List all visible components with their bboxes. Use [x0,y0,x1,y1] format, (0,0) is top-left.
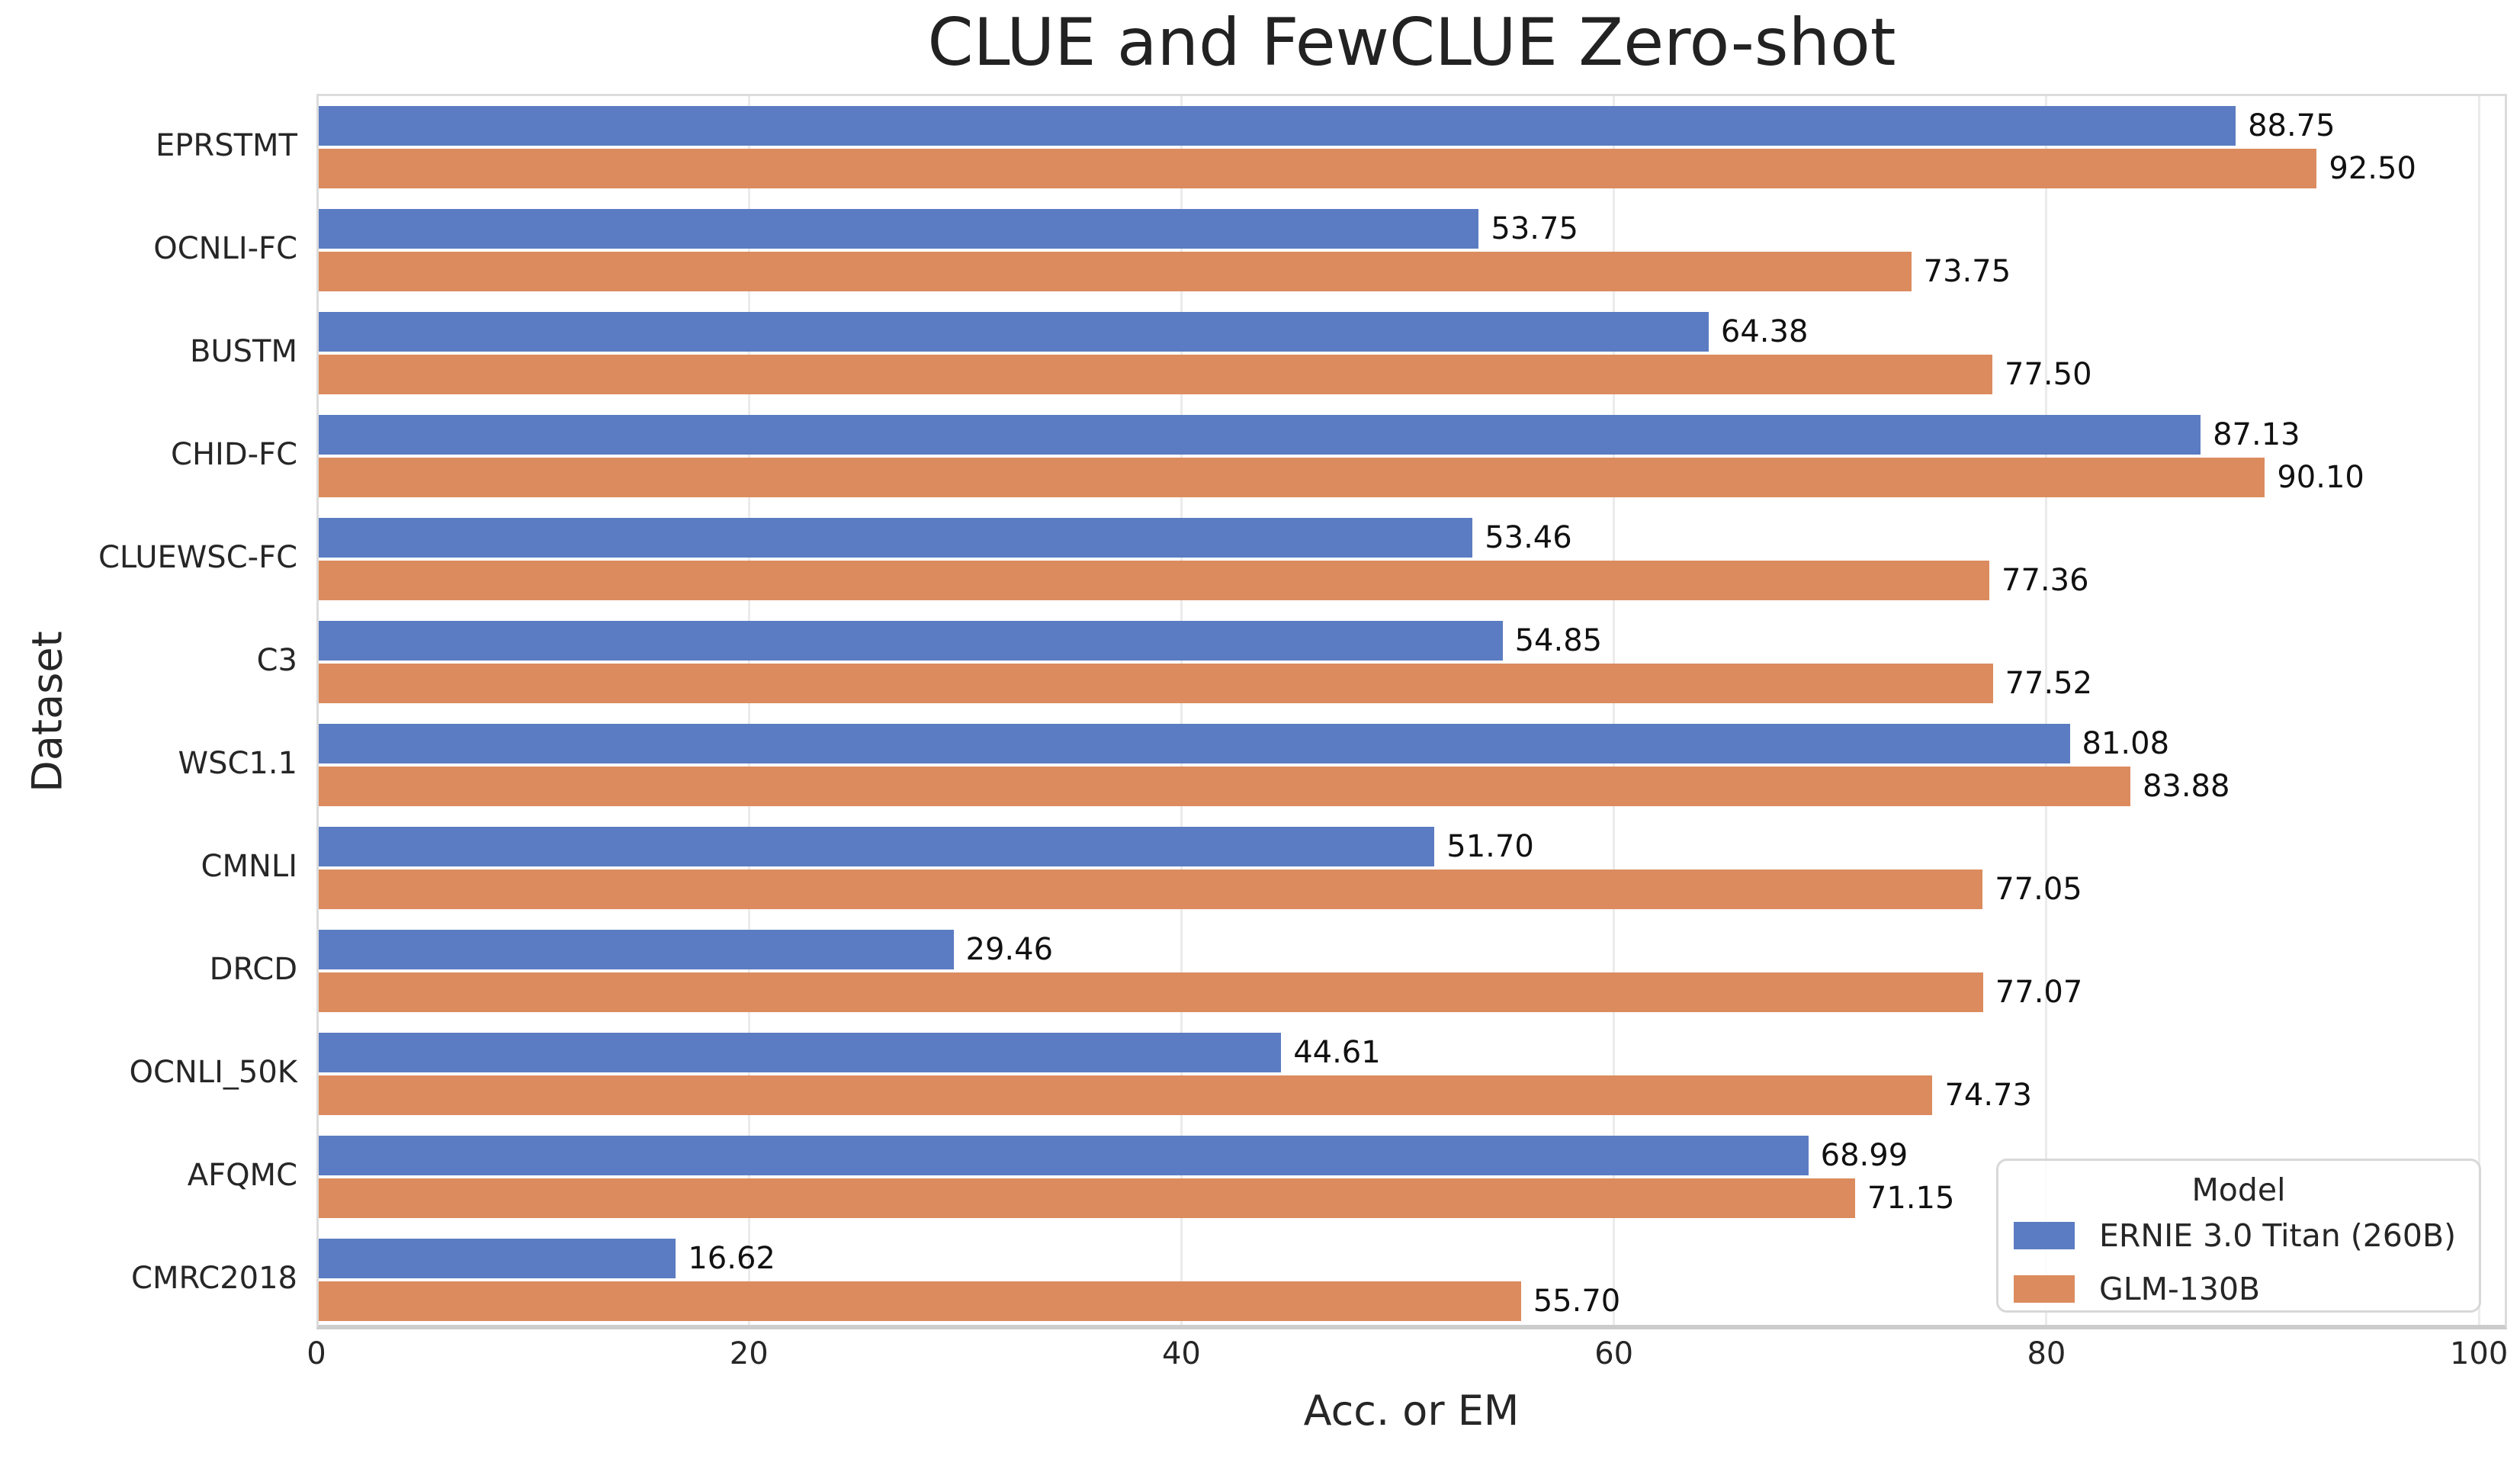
x-tick-label-20: 20 [729,1336,769,1371]
bar-eprstmt-series-0 [316,106,2236,146]
x-tick-label-100: 100 [2449,1336,2509,1371]
value-label-cmrc2018-series-1: 55.70 [1533,1284,1621,1319]
y-tick-label-wsc1.1: WSC1.1 [178,745,297,781]
value-label-drcd-series-0: 29.46 [965,932,1054,967]
value-label-cluewsc-fc-series-0: 53.46 [1485,520,1572,555]
gridline-x-100 [2477,94,2480,1329]
bar-chid-fc-series-1 [316,458,2265,497]
value-label-cmnli-series-0: 51.70 [1446,829,1534,864]
value-label-wsc1.1-series-1: 83.88 [2142,769,2230,804]
bar-ocnli_50k-series-1 [316,1075,1933,1115]
bar-cmnli-series-0 [316,827,1435,866]
x-axis-tick-labels: 0 20 40 60 80 100 [307,1336,2509,1382]
value-label-c3-series-0: 54.85 [1514,623,1603,658]
value-label-cluewsc-fc-series-1: 77.36 [2002,563,2089,598]
bar-bustm-series-1 [316,355,1992,394]
legend-entry-glm: GLM-130B [1998,1271,2479,1307]
legend-title: Model [2191,1172,2286,1208]
legend: Model ERNIE 3.0 Titan (260B) GLM-130B [1996,1159,2481,1313]
legend-swatch-orange [2014,1275,2075,1303]
x-axis-label: Acc. or EM [1303,1387,1520,1435]
value-label-chid-fc-series-1: 90.10 [2277,460,2364,495]
value-label-bustm-series-0: 64.38 [1720,314,1809,349]
y-tick-label-chid-fc: CHID-FC [171,436,297,472]
bar-ocnli_50k-series-0 [316,1033,1282,1072]
y-tick-label-ocnli_50k: OCNLI_50K [129,1054,297,1090]
bar-cmrc2018-series-0 [316,1239,676,1278]
y-tick-label-cmnli: CMNLI [201,848,297,884]
bar-bustm-series-0 [316,312,1709,352]
bar-cluewsc-fc-series-0 [316,518,1473,558]
gridline-x-80 [2045,94,2048,1329]
value-label-ocnli-fc-series-0: 53.75 [1491,211,1578,246]
bar-afqmc-series-1 [316,1178,1855,1218]
value-label-ocnli_50k-series-1: 74.73 [1944,1078,2032,1113]
y-axis-tick-labels: EPRSTMT OCNLI-FC BUSTM CHID-FC CLUEWSC-FC C3 W… [0,0,297,1469]
y-tick-label-eprstmt: EPRSTMT [156,127,297,163]
x-tick-label-80: 80 [2027,1336,2066,1371]
value-label-drcd-series-1: 77.07 [1995,975,2083,1010]
value-label-ocnli_50k-series-0: 44.61 [1293,1035,1381,1070]
bar-ocnli-fc-series-1 [316,252,1912,291]
gridline-x-40 [1180,94,1183,1329]
value-label-eprstmt-series-0: 88.75 [2248,108,2335,143]
bar-cmrc2018-series-1 [316,1281,1521,1321]
bar-afqmc-series-0 [316,1136,1809,1175]
gridline-x-20 [747,94,750,1329]
legend-swatch-blue [2014,1222,2075,1249]
value-label-ocnli-fc-series-1: 73.75 [1923,254,2011,289]
x-tick-label-60: 60 [1594,1336,1634,1371]
y-tick-label-cmrc2018: CMRC2018 [131,1260,297,1296]
x-tick-label-40: 40 [1161,1336,1201,1371]
bar-drcd-series-0 [316,930,954,969]
value-label-chid-fc-series-0: 87.13 [2213,417,2300,452]
plot-area: 88.75 92.50 53.75 73.75 64.38 77.50 87.13 90.10… [316,94,2507,1329]
legend-label-ernie: ERNIE 3.0 Titan (260B) [2099,1217,2457,1254]
y-tick-label-ocnli-fc: OCNLI-FC [153,230,297,266]
bar-wsc1.1-series-0 [316,724,2070,763]
bar-eprstmt-series-1 [316,149,2317,188]
legend-label-glm: GLM-130B [2099,1271,2261,1307]
value-label-c3-series-1: 77.52 [2005,666,2093,701]
x-tick-label-0: 0 [307,1336,326,1371]
y-tick-label-drcd: DRCD [209,951,297,987]
bar-ocnli-fc-series-0 [316,209,1479,249]
value-label-afqmc-series-0: 68.99 [1820,1138,1908,1173]
bar-c3-series-1 [316,664,1993,703]
chart-title: CLUE and FewCLUE Zero-shot [927,5,1896,81]
bar-c3-series-0 [316,621,1503,661]
y-tick-label-cluewsc-fc: CLUEWSC-FC [98,539,297,575]
y-tick-label-c3: C3 [256,642,297,678]
bar-drcd-series-1 [316,972,1983,1012]
y-tick-label-bustm: BUSTM [189,333,297,369]
value-label-afqmc-series-1: 71.15 [1867,1181,1955,1216]
value-label-wsc1.1-series-0: 81.08 [2082,726,2170,761]
bar-chid-fc-series-0 [316,415,2201,455]
value-label-bustm-series-1: 77.50 [2005,357,2092,392]
bar-cluewsc-fc-series-1 [316,561,1990,600]
gridline-x-60 [1613,94,1616,1329]
value-label-cmrc2018-series-0: 16.62 [688,1241,775,1276]
y-tick-label-afqmc: AFQMC [187,1157,297,1193]
bar-wsc1.1-series-1 [316,767,2130,806]
value-label-eprstmt-series-1: 92.50 [2329,151,2416,186]
value-label-cmnli-series-1: 77.05 [1995,872,2082,907]
bar-cmnli-series-1 [316,870,1983,909]
legend-entry-ernie: ERNIE 3.0 Titan (260B) [1998,1217,2479,1254]
